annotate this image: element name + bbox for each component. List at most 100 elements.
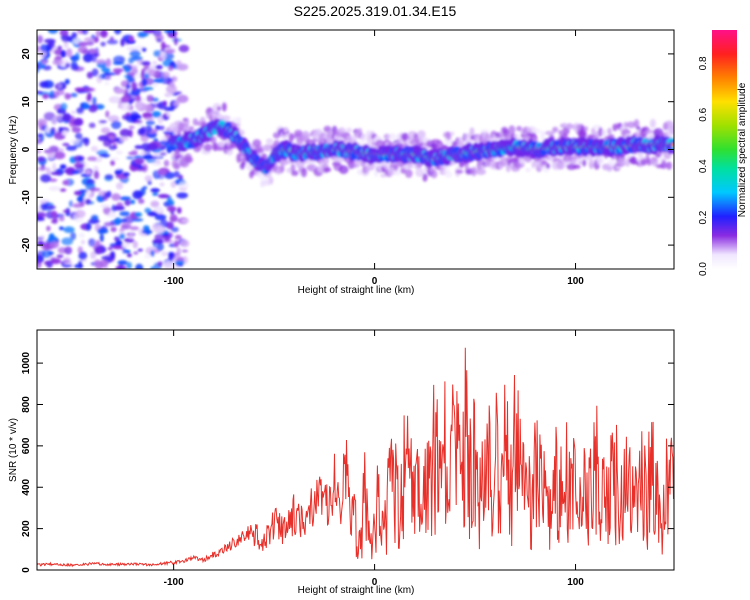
noise-blob [117, 260, 128, 266]
halo-blob [444, 171, 453, 178]
noise-blob [134, 145, 143, 150]
halo-blob [236, 153, 242, 163]
spectrogram-ytick-label: 20 [21, 48, 32, 60]
halo-blob [636, 126, 641, 131]
noise-blob [45, 127, 51, 133]
halo-blob [484, 161, 492, 168]
noise-blob [85, 222, 92, 231]
snr-ytick-label: 800 [21, 396, 32, 413]
halo-blob [540, 130, 545, 141]
noise-blob [62, 209, 71, 213]
noise-blob [81, 105, 91, 109]
spectrogram-ylabel: Frequency (Hz) [8, 116, 19, 185]
noise-blob [58, 217, 65, 221]
colorbar: 0.0 0.2 0.4 0.6 0.8 Normalized spectral ampl… [698, 30, 748, 276]
noise-blob [161, 239, 174, 243]
noise-blob [62, 142, 70, 147]
snr-ylabel: SNR (10 * v/v) [8, 418, 19, 482]
halo-blob [204, 143, 212, 152]
noise-blob [108, 115, 120, 123]
noise-blob [95, 59, 107, 64]
noise-blob [153, 83, 158, 88]
noise-blob [180, 239, 190, 248]
noise-blob [152, 162, 163, 167]
noise-blob [37, 90, 44, 94]
halo-blob [291, 170, 299, 176]
halo-blob [525, 167, 531, 173]
noise-blob [112, 68, 124, 73]
halo-blob [283, 128, 288, 133]
noise-blob [37, 118, 48, 128]
noise-blob [103, 206, 111, 215]
spectrogram-y-ticks: -20 -10 0 10 20 [21, 48, 674, 252]
colorbar-tick-label: 0.2 [698, 210, 709, 224]
noise-blob [50, 171, 61, 176]
noise-blob [108, 211, 117, 218]
noise-blob [92, 96, 97, 106]
halo-blob [626, 121, 636, 129]
halo-blob [573, 164, 581, 169]
noise-blob [84, 87, 96, 92]
noise-blob [163, 159, 170, 167]
halo-blob [566, 123, 573, 130]
noise-blob [144, 117, 155, 121]
noise-blob [78, 232, 85, 239]
noise-blob [131, 67, 139, 75]
halo-blob [294, 129, 303, 137]
noise-blob [86, 71, 93, 79]
halo-blob [596, 155, 605, 165]
noise-blob [100, 41, 106, 47]
noise-blob [81, 30, 89, 35]
halo-blob [430, 170, 438, 179]
noise-blob [167, 78, 174, 82]
noise-blob [158, 140, 170, 144]
noise-blob [57, 45, 63, 50]
noise-blob [111, 120, 122, 130]
noise-blob [59, 164, 67, 170]
halo-blob [323, 167, 332, 173]
snr-x-ticks: -100 0 100 [164, 330, 584, 588]
noise-blob [124, 199, 131, 206]
halo-blob [637, 151, 644, 157]
noise-blob [70, 92, 78, 98]
noise-blob [43, 149, 55, 154]
noise-blob [72, 203, 83, 208]
noise-blob [62, 264, 73, 268]
noise-blob [120, 95, 131, 103]
noise-blob [77, 46, 88, 54]
noise-blob [133, 251, 139, 255]
noise-blob [106, 39, 119, 45]
noise-blob [52, 118, 57, 125]
noise-blob [50, 258, 62, 265]
noise-blob [163, 261, 174, 269]
noise-blob [119, 136, 129, 142]
spectrogram-xtick-label: 0 [372, 276, 378, 287]
noise-blob [119, 211, 130, 217]
noise-blob [75, 161, 81, 166]
noise-blob [68, 200, 73, 208]
noise-blob [133, 155, 144, 160]
noise-blob [49, 90, 55, 97]
noise-blob [150, 200, 160, 208]
noise-blob [156, 242, 164, 252]
noise-blob [104, 174, 114, 180]
noise-blob [163, 130, 173, 135]
halo-blob [269, 176, 274, 185]
halo-blob [668, 126, 674, 135]
halo-blob [360, 133, 367, 143]
noise-blob [115, 169, 123, 175]
noise-blob [129, 36, 134, 42]
noise-blob [77, 41, 89, 47]
noise-blob [81, 137, 90, 143]
noise-blob [166, 221, 174, 230]
halo-blob [480, 129, 490, 134]
noise-blob [181, 249, 189, 253]
spectrogram-heatmap [37, 30, 674, 269]
noise-blob [88, 218, 100, 225]
halo-blob [356, 169, 363, 175]
noise-blob [121, 242, 131, 248]
noise-blob [128, 125, 135, 130]
noise-blob [41, 249, 52, 258]
snr-series-line [37, 347, 674, 568]
noise-blob [99, 233, 104, 243]
